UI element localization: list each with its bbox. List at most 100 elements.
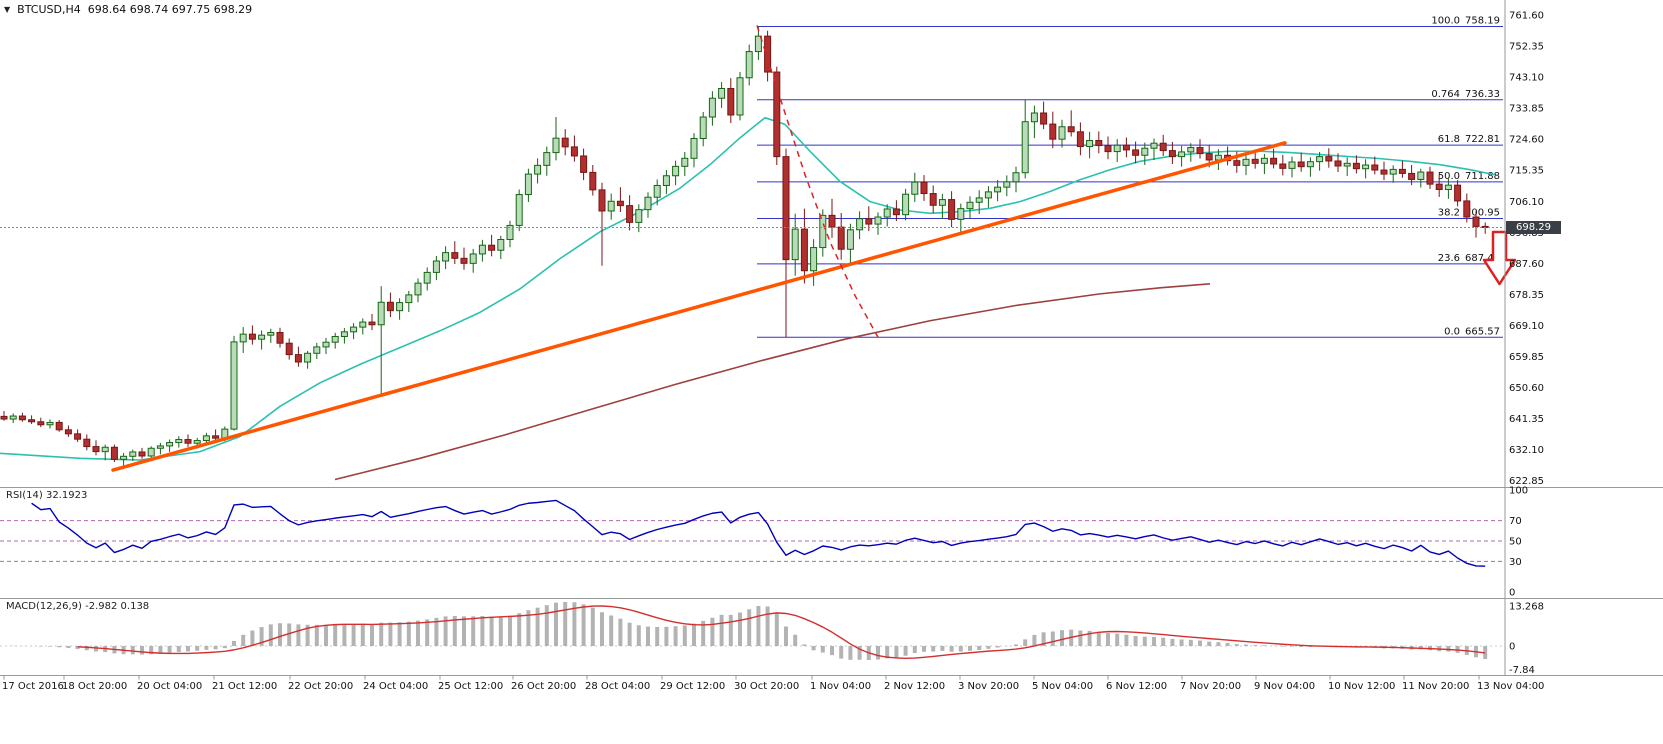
candle (635, 204, 643, 233)
candle (1454, 180, 1462, 207)
candle (1178, 145, 1186, 167)
svg-text:20 Oct 04:00: 20 Oct 04:00 (137, 681, 202, 692)
candle (37, 417, 45, 428)
candle (570, 135, 578, 162)
candle (331, 332, 339, 349)
candle (460, 247, 468, 270)
candle (1352, 155, 1360, 174)
candle (589, 165, 597, 196)
candle (414, 278, 422, 303)
candle (902, 188, 910, 221)
candle (1417, 168, 1425, 188)
candle (699, 111, 707, 147)
candle (718, 82, 726, 108)
candle (1168, 141, 1176, 165)
svg-text:61.8 722.81: 61.8 722.81 (1438, 134, 1500, 145)
candle (101, 444, 109, 461)
candle (708, 91, 716, 126)
candle (745, 44, 753, 86)
candle (534, 158, 542, 184)
candle (975, 190, 983, 215)
candle (819, 209, 827, 257)
candle (1426, 166, 1434, 189)
candle (276, 327, 284, 348)
svg-text:13.268: 13.268 (1509, 601, 1544, 612)
candle (304, 350, 312, 369)
candle (497, 235, 505, 259)
candle (966, 196, 974, 219)
candle (1435, 175, 1443, 197)
candle (1260, 153, 1268, 175)
candle (1003, 175, 1011, 197)
svg-text:26 Oct 20:00: 26 Oct 20:00 (511, 681, 576, 692)
svg-text:0.764 736.33: 0.764 736.33 (1431, 89, 1500, 100)
candle (920, 175, 928, 201)
svg-text:733.85: 733.85 (1509, 104, 1544, 115)
svg-text:21 Oct 12:00: 21 Oct 12:00 (212, 681, 277, 692)
dashed-guide-line[interactable] (756, 25, 879, 338)
svg-text:724.60: 724.60 (1509, 135, 1544, 146)
candle (727, 78, 735, 124)
candle (1444, 178, 1452, 199)
svg-text:715.35: 715.35 (1509, 166, 1544, 177)
svg-text:687.60: 687.60 (1509, 259, 1544, 270)
symbol-label: BTCUSD,H4 (17, 3, 81, 16)
svg-text:1 Nov 04:00: 1 Nov 04:00 (810, 681, 871, 692)
svg-text:6 Nov 12:00: 6 Nov 12:00 (1106, 681, 1167, 692)
candle (1058, 119, 1066, 148)
svg-text:23.6 687.43: 23.6 687.43 (1438, 253, 1500, 264)
candle (644, 192, 652, 218)
candle (46, 419, 54, 429)
ascending-trendline[interactable] (111, 141, 1287, 472)
candle (294, 346, 302, 367)
svg-text:70: 70 (1509, 516, 1522, 527)
candle (957, 203, 965, 233)
svg-text:30: 30 (1509, 557, 1522, 568)
candle (1086, 131, 1094, 159)
svg-text:3 Nov 20:00: 3 Nov 20:00 (958, 681, 1019, 692)
candle (488, 234, 496, 257)
candle (672, 160, 680, 186)
svg-text:100.0 758.19: 100.0 758.19 (1431, 15, 1500, 26)
candle (285, 338, 293, 360)
svg-text:706.10: 706.10 (1509, 197, 1544, 208)
candle (451, 241, 459, 265)
svg-text:25 Oct 12:00: 25 Oct 12:00 (438, 681, 503, 692)
svg-text:13 Nov 04:00: 13 Nov 04:00 (1477, 681, 1544, 692)
candle (9, 413, 17, 424)
candle (1132, 141, 1140, 164)
candle (791, 213, 799, 276)
svg-text:0: 0 (1509, 588, 1515, 599)
svg-text:30 Oct 20:00: 30 Oct 20:00 (734, 681, 799, 692)
candle (322, 337, 330, 354)
candle (1389, 165, 1397, 183)
candle (432, 255, 440, 281)
candle (230, 335, 238, 431)
price-axis[interactable]: 761.60 752.35 743.10 733.85 724.60 715.35 706.… (1509, 11, 1544, 488)
candle (1076, 122, 1084, 156)
candle (469, 248, 477, 273)
candle (1408, 165, 1416, 186)
down-arrow-annotation[interactable] (1482, 230, 1517, 286)
candle (92, 440, 100, 456)
rsi-indicator-label: RSI(14) 32.1923 (4, 490, 90, 501)
fibonacci-retracement[interactable]: 100.0 758.19 0.764 736.33 61.8 722.81 50.0 … (757, 15, 1503, 338)
candle (350, 323, 358, 340)
svg-text:-7.84: -7.84 (1509, 665, 1535, 676)
candle (690, 133, 698, 168)
candle (598, 182, 606, 266)
ma-fast-line (0, 116, 1496, 461)
symbol-dropdown-icon[interactable]: ▼ (4, 5, 11, 14)
candle (1113, 139, 1121, 162)
svg-text:0: 0 (1509, 642, 1515, 653)
candle (736, 72, 744, 121)
candle (580, 148, 588, 181)
candle (561, 129, 569, 156)
candle (1472, 210, 1480, 238)
candle (313, 342, 321, 359)
candle (1141, 142, 1149, 166)
candle (74, 429, 82, 442)
candle (120, 452, 128, 467)
